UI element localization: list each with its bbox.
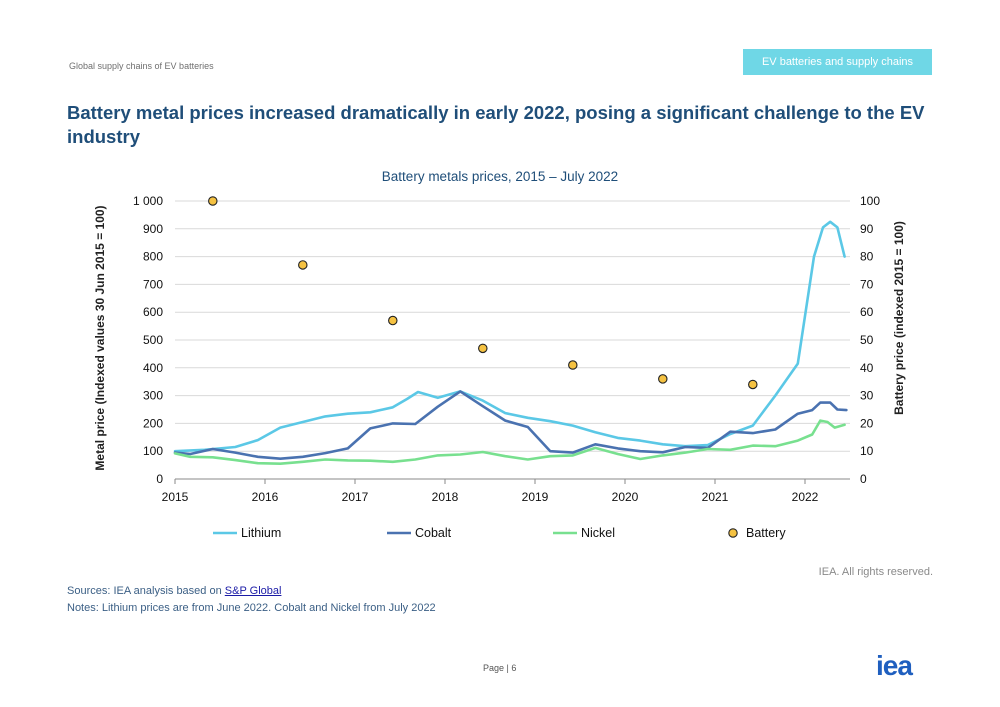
page-title: Battery metal prices increased dramatica… <box>67 102 925 147</box>
x-tick-label: 2016 <box>252 490 279 504</box>
y-tick-label-right: 30 <box>860 389 874 403</box>
y-tick-label-right: 90 <box>860 222 874 236</box>
y-tick-label-left: 800 <box>143 250 163 264</box>
y-tick-label-left: 900 <box>143 222 163 236</box>
y-tick-label-right: 60 <box>860 305 874 319</box>
sources-link[interactable]: S&P Global <box>224 585 282 597</box>
battery-point <box>388 315 398 326</box>
y-axis-label-left: Metal price (Indexed values 30 Jun 2015 … <box>93 205 107 471</box>
legend-label-cobalt: Cobalt <box>415 526 452 540</box>
y-tick-label-right: 100 <box>860 194 880 208</box>
battery-point <box>298 260 308 270</box>
legend-label-nickel: Nickel <box>581 526 615 540</box>
iea-logo: iea <box>876 650 913 682</box>
battery-point <box>658 374 668 384</box>
battery-point <box>568 360 578 370</box>
x-tick-label: 2015 <box>162 490 189 504</box>
chart-series <box>173 220 848 465</box>
y-tick-label-left: 400 <box>143 361 163 375</box>
y-tick-label-right: 50 <box>860 333 874 347</box>
chart-title: Battery metals prices, 2015 – July 2022 <box>381 169 619 184</box>
chart-gridlines <box>175 200 850 452</box>
x-tick-label: 2018 <box>432 490 459 504</box>
y-tick-label-left: 100 <box>143 444 163 458</box>
x-tick-label: 2019 <box>522 490 549 504</box>
iea-logo-text: iea <box>876 650 913 681</box>
x-tick-label: 2021 <box>702 490 729 504</box>
legend-label-battery: Battery <box>746 526 786 540</box>
x-tick-label: 2017 <box>342 490 369 504</box>
section-tag[interactable]: EV batteries and supply chains <box>743 49 932 75</box>
y-tick-label-right: 20 <box>860 416 874 430</box>
y-tick-label-left: 700 <box>143 277 163 291</box>
legend-swatch-battery <box>728 528 738 538</box>
series-line-cobalt <box>173 390 848 460</box>
battery-point <box>478 343 488 354</box>
x-tick-label: 2022 <box>792 490 819 504</box>
sources-note: Sources: IEA analysis based on S&P Globa… <box>67 585 281 597</box>
y-tick-label-right: 40 <box>860 361 874 375</box>
x-tick-label: 2020 <box>612 490 639 504</box>
y-tick-label-left: 500 <box>143 333 163 347</box>
legend-label-lithium: Lithium <box>241 526 281 540</box>
y-tick-label-right: 10 <box>860 444 874 458</box>
series-line-nickel <box>173 419 846 465</box>
chart-battery-points <box>208 196 758 390</box>
y-tick-label-left: 0 <box>156 472 163 486</box>
chart-axes <box>174 478 850 484</box>
y-tick-label-left: 600 <box>143 305 163 319</box>
battery-point <box>748 379 758 390</box>
y-tick-label-left: 200 <box>143 416 163 430</box>
battery-point <box>208 196 218 206</box>
y-tick-label-right: 0 <box>860 472 867 486</box>
y-tick-label-right: 70 <box>860 277 874 291</box>
chart-legend: Lithium Cobalt Nickel Battery <box>213 526 786 540</box>
series-line-lithium <box>173 220 846 453</box>
chart-tick-labels: 0 100 200 300 400 500 600 700 800 900 1 000 0 10 20 30… <box>133 194 880 504</box>
notes: Notes: Lithium prices are from June 2022… <box>67 602 436 614</box>
y-tick-label-right: 80 <box>860 250 874 264</box>
y-axis-label-right: Battery price (indexed 2015 = 100) <box>892 221 906 415</box>
document-header: Global supply chains of EV batteries <box>69 61 214 71</box>
rights-notice: IEA. All rights reserved. <box>818 566 933 578</box>
page-number: Page | 6 <box>483 663 517 673</box>
sources-prefix: Sources: IEA analysis based on <box>67 585 225 597</box>
y-tick-label-left: 300 <box>143 389 163 403</box>
y-tick-label-left: 1 000 <box>133 194 163 208</box>
